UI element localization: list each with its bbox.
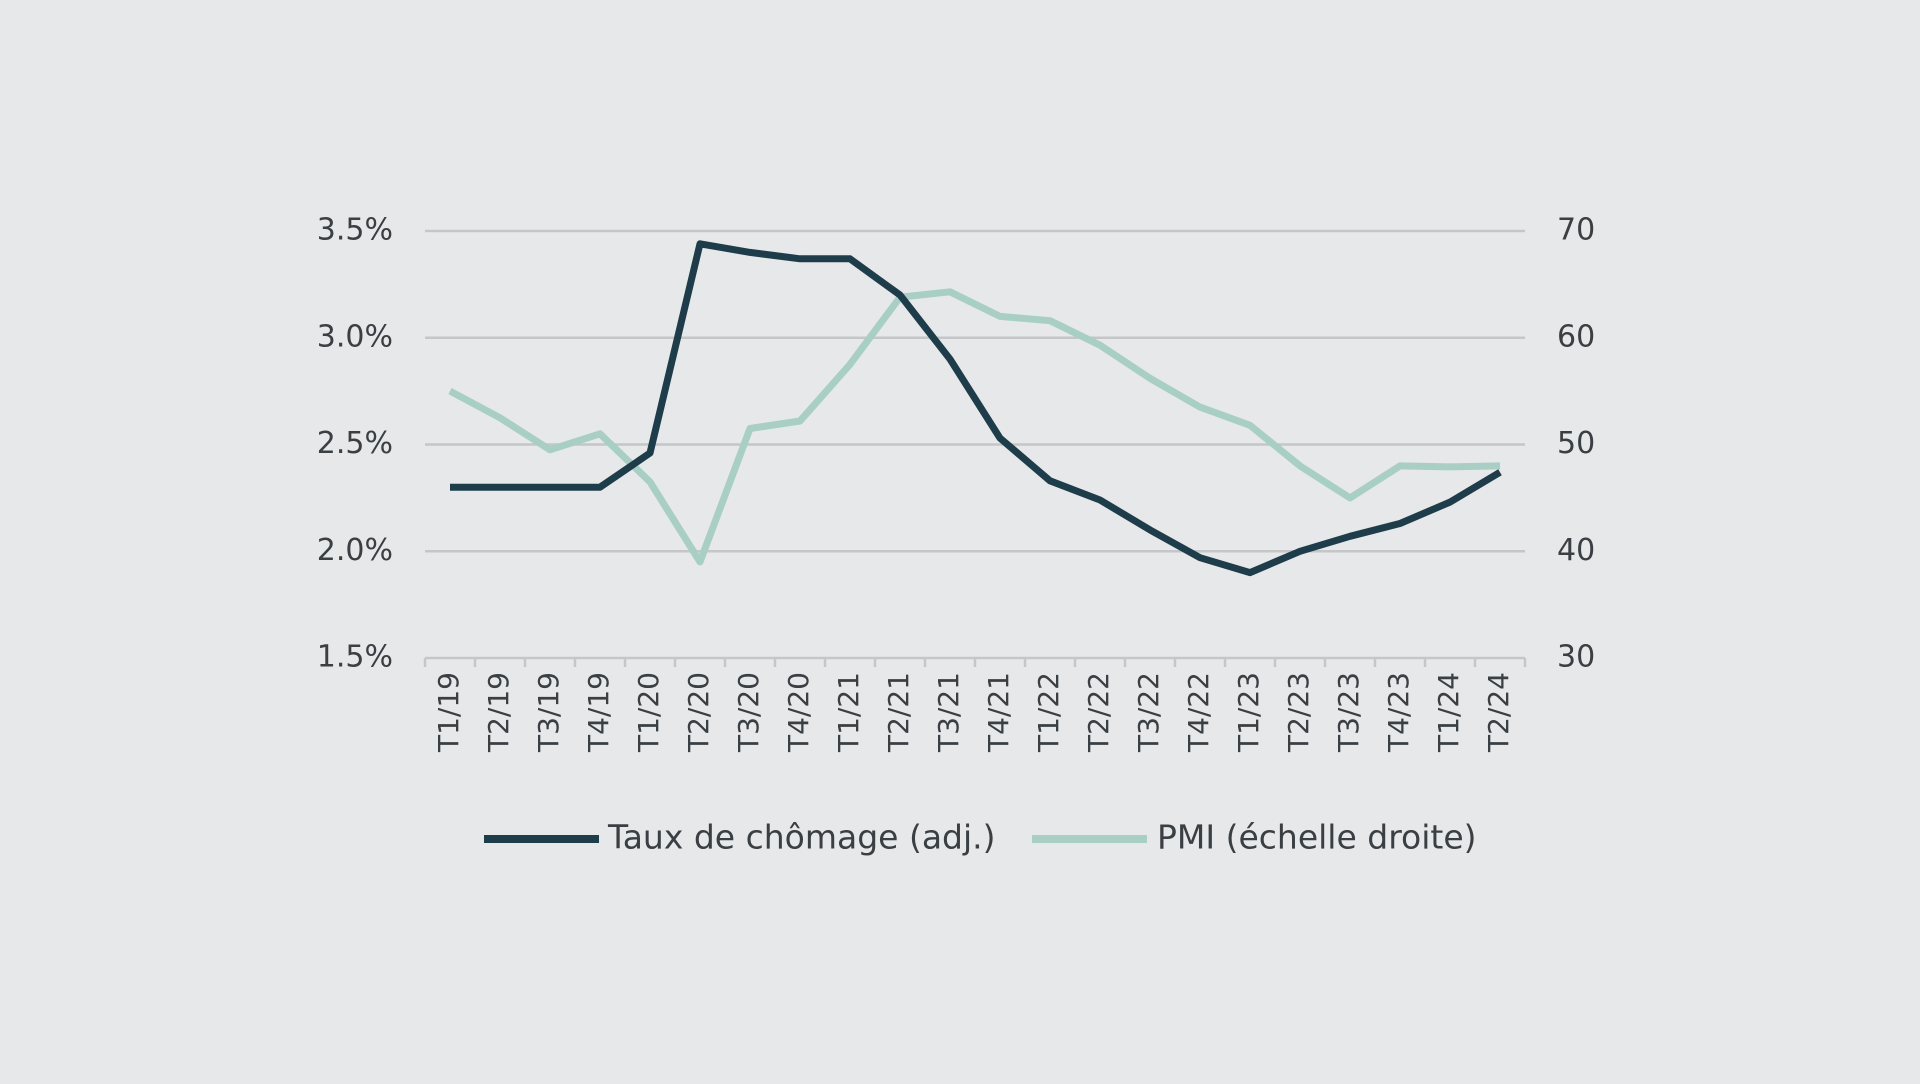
x-tick-label: T2/19 <box>482 672 515 753</box>
x-tick-label: T1/23 <box>1232 672 1265 753</box>
y-right-tick-label: 40 <box>1557 533 1595 568</box>
x-tick-label: T4/19 <box>582 672 615 753</box>
y-right-tick-label: 70 <box>1557 213 1595 248</box>
legend: Taux de chômage (adj.) PMI (échelle droit… <box>484 818 1477 857</box>
x-tick-label: T3/22 <box>1132 672 1165 753</box>
y-left-tick-label: 2.5% <box>317 426 393 461</box>
x-tick-label: T4/22 <box>1182 672 1215 753</box>
x-tick-label: T2/24 <box>1482 672 1515 753</box>
x-tick-label: T4/20 <box>782 672 815 753</box>
y-right-tick-label: 30 <box>1557 640 1595 675</box>
axes: 1.5% 2.0% 2.5% 3.0% 3.5% 30 40 50 60 70 T1/19 T2/19… <box>317 213 1595 753</box>
x-tick-label: T2/23 <box>1282 672 1315 753</box>
x-tick-label: T4/21 <box>982 672 1015 753</box>
y-left-tick-label: 3.0% <box>317 319 393 354</box>
x-tick-label: T1/21 <box>832 672 865 753</box>
x-tick-label: T3/19 <box>532 672 565 753</box>
y-right-tick-label: 60 <box>1557 319 1595 354</box>
series-line-unemployment <box>450 240 1502 577</box>
x-tick-label: T3/20 <box>732 672 765 753</box>
gridlines <box>425 229 1525 553</box>
x-tick-label: T4/23 <box>1382 672 1415 753</box>
x-tick-label: T1/19 <box>432 672 465 753</box>
x-tick-label: T1/22 <box>1032 672 1065 753</box>
x-tick-label: T2/21 <box>882 672 915 753</box>
legend-label-unemployment: Taux de chômage (adj.) <box>607 818 996 857</box>
x-tick-label: T3/21 <box>932 672 965 753</box>
x-tick-label: T2/20 <box>682 672 715 753</box>
x-tick-label: T1/20 <box>632 672 665 753</box>
y-left-tick-label: 3.5% <box>317 213 393 248</box>
y-right-tick-label: 50 <box>1557 426 1595 461</box>
series <box>448 240 1502 577</box>
legend-label-pmi: PMI (échelle droite) <box>1157 818 1477 857</box>
y-left-tick-label: 1.5% <box>317 640 393 675</box>
series-line-pmi <box>448 288 1501 566</box>
x-tick-label: T3/23 <box>1332 672 1365 753</box>
x-tick-label: T2/22 <box>1082 672 1115 753</box>
x-tick-label: T1/24 <box>1432 672 1465 753</box>
y-left-tick-label: 2.0% <box>317 533 393 568</box>
